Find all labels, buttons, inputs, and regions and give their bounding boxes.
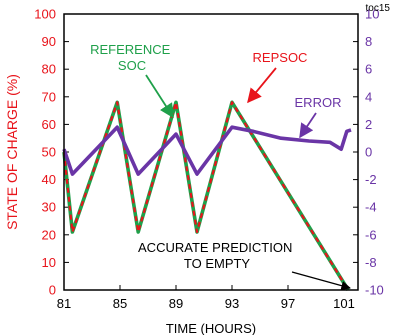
- x-tick-label: 85: [113, 296, 127, 311]
- y-right-tick-label: -2: [365, 172, 377, 187]
- y-right-tick-label: 4: [365, 89, 372, 104]
- error-annotation: ERROR: [295, 95, 342, 139]
- y-left-tick-label: 0: [49, 283, 56, 298]
- error-line: [62, 125, 352, 176]
- figure-id: toc15: [366, 3, 391, 14]
- y-left-tick-label: 90: [42, 34, 56, 49]
- y-left-tick-label: 40: [42, 172, 56, 187]
- y-right-tick-label: -8: [365, 255, 377, 270]
- y-left-tick-label: 60: [42, 117, 56, 132]
- repsoc-label: REPSOC: [253, 50, 308, 65]
- error-label: ERROR: [295, 95, 342, 110]
- y-right-tick-label: 6: [365, 62, 372, 77]
- x-tick-label: 81: [57, 296, 71, 311]
- y-axis-left-label: STATE OF CHARGE (%): [4, 74, 20, 230]
- error-arrow: [299, 112, 317, 139]
- repsoc-line: [62, 101, 350, 291]
- y-left-tick-label: 30: [42, 200, 56, 215]
- plot-frame: [63, 13, 359, 291]
- y-right-tick-label: 10: [365, 7, 379, 22]
- y-right-tick-label: -10: [365, 283, 384, 298]
- y-left-tick-label: 70: [42, 89, 56, 104]
- prediction-arrow: [291, 271, 351, 291]
- y-right-tick-label: 0: [365, 145, 372, 160]
- y-right-tick-label: 2: [365, 117, 372, 132]
- y-right-tick-label: -6: [365, 227, 377, 242]
- prediction-annotation: ACCURATE PREDICTION TO EMPTY: [138, 240, 351, 291]
- x-axis-label: TIME (HOURS): [166, 321, 256, 335]
- y-left-tick-label: 20: [42, 227, 56, 242]
- reference-soc-annotation: REFERENCE SOC: [90, 42, 174, 119]
- y-left-tick-label: 80: [42, 62, 56, 77]
- reference-soc-arrow: [145, 74, 174, 119]
- y-right-tick-label: -4: [365, 200, 377, 215]
- x-tick-label: 101: [333, 296, 355, 311]
- y-left-tick-label: 100: [34, 7, 56, 22]
- x-tick-label: 93: [225, 296, 239, 311]
- y-right-tick-label: 8: [365, 34, 372, 49]
- y-left-tick-label: 10: [42, 255, 56, 270]
- x-tick-label: 89: [169, 296, 183, 311]
- y-left-tick-label: 50: [42, 145, 56, 160]
- data-series: [62, 100, 352, 291]
- x-tick-label: 97: [281, 296, 295, 311]
- axis-ticks: 0 10 20 30 40 50 60 70 80 90 100 -10 -8 -6 -4 -2 0 2 4 6 8 10…: [34, 7, 384, 312]
- prediction-label: ACCURATE PREDICTION TO EMPTY: [138, 240, 296, 271]
- repsoc-annotation: REPSOC: [247, 50, 308, 104]
- reference-soc-label: REFERENCE SOC: [90, 42, 174, 73]
- repsoc-arrow: [247, 67, 277, 104]
